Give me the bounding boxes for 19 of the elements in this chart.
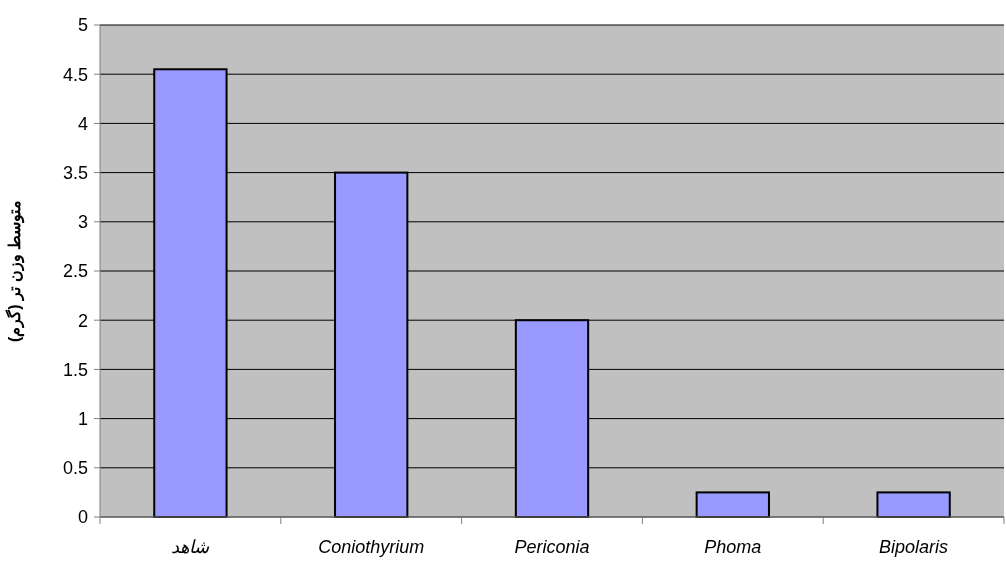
y-tick-label: 3 [77, 212, 88, 233]
x-tick-label: Bipolaris [879, 537, 949, 557]
x-tick-label: Periconia [514, 537, 590, 557]
y-tick-label: 3.5 [62, 162, 88, 183]
y-tick-label: 0.5 [62, 458, 88, 479]
y-tick-label: 4 [77, 113, 88, 134]
y-axis-title: متوسط وزن تر (گرم) [5, 200, 25, 342]
bar [876, 491, 951, 518]
y-tick-label: 2 [77, 310, 88, 331]
y-tick-label: 1 [77, 408, 88, 429]
y-tick-label: 1.5 [62, 359, 88, 380]
y-tick-label: 0 [77, 507, 88, 528]
x-tick-label: Coniothyrium [318, 537, 425, 557]
bar [695, 491, 770, 518]
y-tick-label: 2.5 [62, 261, 88, 282]
y-tick-label: 5 [77, 15, 88, 36]
x-tick-label: شاهد [171, 537, 211, 557]
x-tick-label: Phoma [704, 537, 762, 557]
y-tick-label: 4.5 [62, 64, 88, 85]
